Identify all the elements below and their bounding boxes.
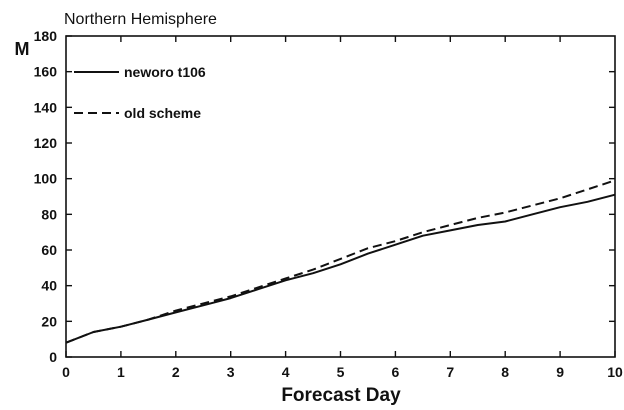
chart-title: Northern Hemisphere	[64, 11, 217, 28]
x-tick-label: 5	[337, 364, 345, 380]
legend: neworo t106 old scheme	[74, 64, 206, 121]
series-line-2	[65, 179, 616, 344]
y-tick-label: 0	[49, 349, 57, 365]
y-tick-label: 60	[41, 242, 57, 258]
x-tick-label: 10	[607, 364, 623, 380]
x-tick-label: 6	[392, 364, 400, 380]
legend-label-2: old scheme	[124, 105, 201, 121]
x-axis-label: Forecast Day	[281, 385, 401, 405]
x-tick-label: 4	[282, 364, 290, 380]
x-tick-label: 3	[227, 364, 235, 380]
legend-label-1: neworo t106	[124, 64, 206, 80]
x-tick-label: 2	[172, 364, 180, 380]
y-tick-label: 160	[34, 64, 58, 80]
x-tick-label: 9	[556, 364, 564, 380]
x-tick-label: 8	[501, 364, 509, 380]
series-line-1	[65, 193, 616, 344]
y-tick-label: 20	[41, 313, 57, 329]
y-tick-label: 80	[41, 206, 57, 222]
x-tick-label: 7	[446, 364, 454, 380]
y-tick-label: 140	[34, 99, 58, 115]
plot-frame	[65, 35, 616, 358]
x-tick-label: 0	[62, 364, 70, 380]
y-tick-label: 100	[34, 171, 58, 187]
y-tick-label: 120	[34, 135, 58, 151]
y-tick-label: 40	[41, 278, 57, 294]
y-tick-label: 180	[34, 28, 58, 44]
x-tick-label: 1	[117, 364, 125, 380]
y-axis-label: M	[15, 39, 30, 59]
series-lines	[65, 179, 616, 344]
